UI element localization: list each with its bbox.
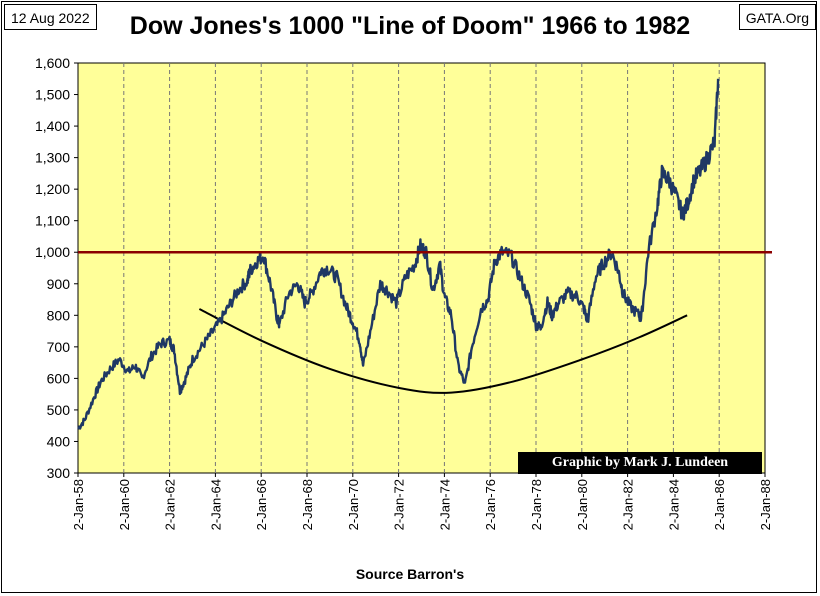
y-tick-label: 1,000 (35, 244, 70, 260)
x-tick-label: 2-Jan-84 (666, 479, 681, 530)
chart-title: Dow Jones's 1000 "Line of Doom" 1966 to … (129, 12, 691, 40)
plot-area (77, 62, 766, 474)
x-tick-label: 2-Jan-72 (392, 479, 407, 530)
dow-jones-series-line (77, 78, 720, 430)
x-tick-label: 2-Jan-70 (346, 479, 361, 530)
y-tick-label: 400 (47, 433, 71, 449)
x-tick-label: 2-Jan-64 (208, 479, 223, 530)
y-tick-label: 600 (47, 370, 71, 386)
y-tick-label: 1,100 (35, 213, 70, 229)
y-tick-label: 1,400 (35, 118, 70, 134)
x-tick-label: 2-Jan-78 (529, 479, 544, 530)
x-tick-label: 2-Jan-62 (163, 479, 178, 530)
y-axis: 300 400 500 600 700 800 900 1,000 1,100 1,200 1,30… (35, 55, 78, 481)
y-tick-label: 500 (47, 402, 71, 418)
trend-curve-layer (198, 308, 688, 394)
grid-lines (123, 63, 720, 473)
x-tick-label: 2-Jan-88 (758, 479, 773, 530)
x-tick-label: 2-Jan-86 (712, 479, 727, 530)
y-tick-label: 300 (47, 465, 71, 481)
x-axis-title: Source Barron's (355, 566, 465, 582)
x-tick-label: 2-Jan-58 (71, 479, 86, 530)
x-axis: 2-Jan-58 2-Jan-60 2-Jan-62 2-Jan-64 2-Jan-66… (71, 473, 773, 530)
series-layer (77, 78, 720, 430)
x-tick-label: 2-Jan-76 (483, 479, 498, 530)
x-tick-label: 2-Jan-82 (621, 479, 636, 530)
x-tick-label: 2-Jan-60 (117, 479, 132, 530)
x-tick-label: 2-Jan-80 (575, 479, 590, 530)
y-tick-label: 1,200 (35, 181, 70, 197)
x-tick-label: 2-Jan-74 (437, 479, 452, 530)
y-tick-label: 800 (47, 307, 71, 323)
y-tick-label: 1,300 (35, 150, 70, 166)
x-tick-label: 2-Jan-66 (254, 479, 269, 530)
y-tick-label: 1,600 (35, 55, 70, 71)
trend-curve (198, 308, 688, 394)
source-badge: GATA.Org (738, 4, 816, 30)
x-tick-label: 2-Jan-68 (300, 479, 315, 530)
y-tick-label: 1,500 (35, 87, 70, 103)
y-tick-label: 900 (47, 276, 71, 292)
credit-label: Graphic by Mark J. Lundeen (518, 452, 762, 474)
date-badge: 12 Aug 2022 (4, 4, 97, 30)
y-tick-label: 700 (47, 339, 71, 355)
